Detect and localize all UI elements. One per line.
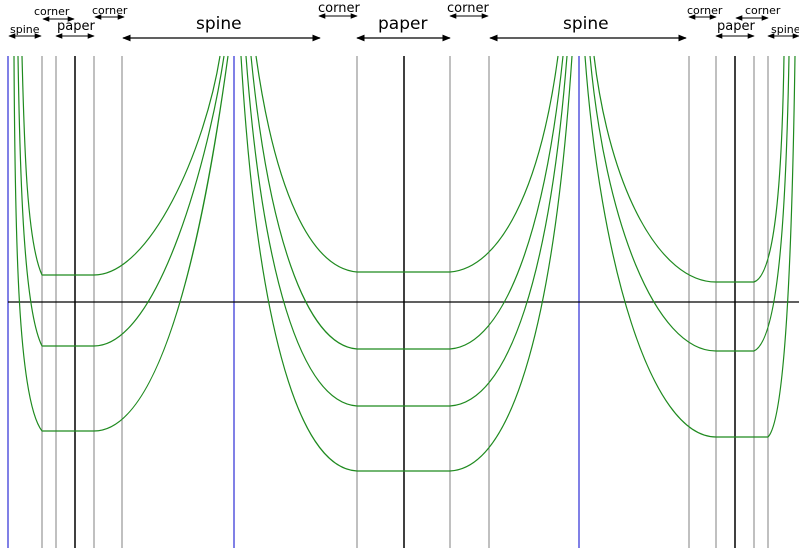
- label-left-paper: paper: [57, 19, 95, 34]
- label-mid-corner-1: corner: [318, 1, 360, 16]
- curve: [593, 55, 785, 283]
- label-left-corner-1: corner: [34, 5, 70, 18]
- curve: [589, 55, 790, 352]
- label-mid-corner-2: corner: [447, 1, 489, 16]
- label-right-spine: spine: [771, 23, 799, 36]
- curve: [250, 55, 564, 350]
- dimension-arrows: [8, 13, 799, 42]
- curve: [584, 55, 796, 438]
- label-spine-2: spine: [563, 14, 609, 34]
- label-left-spine: spine: [10, 23, 40, 36]
- dimension-labels: spine corner paper corner spine corner p…: [10, 1, 799, 36]
- label-right-corner-2: corner: [745, 4, 781, 17]
- curve: [240, 55, 573, 472]
- curve: [21, 55, 221, 276]
- curves-left: [13, 55, 229, 432]
- curve: [13, 55, 229, 432]
- curves-right: [584, 55, 796, 438]
- curves-middle: [240, 55, 573, 472]
- label-right-paper: paper: [717, 19, 755, 34]
- label-left-corner-2: corner: [92, 4, 128, 17]
- curve: [245, 55, 568, 407]
- label-spine-1: spine: [196, 14, 242, 34]
- curve: [255, 55, 559, 273]
- label-right-corner-1: corner: [687, 4, 723, 17]
- curve: [17, 55, 225, 347]
- label-mid-paper: paper: [378, 14, 427, 34]
